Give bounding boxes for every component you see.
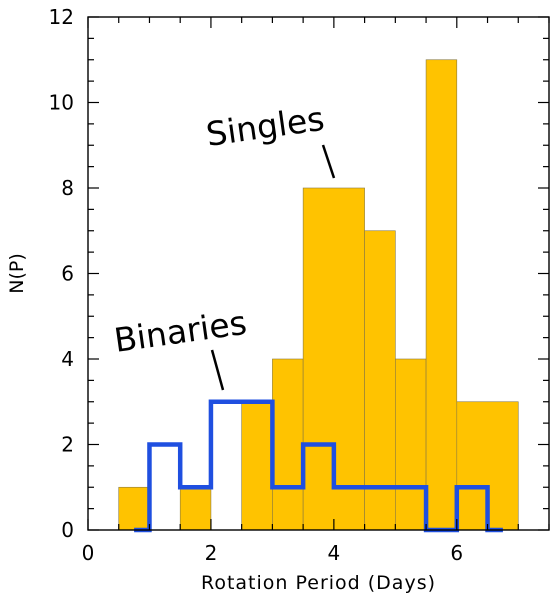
x-tick-label-3: 6 xyxy=(450,541,463,565)
y-tick-label-1: 2 xyxy=(61,433,74,457)
singles-pointer xyxy=(321,144,336,179)
x-axis-label: Rotation Period (Days) xyxy=(201,572,436,594)
singles-bar-4 xyxy=(241,401,273,531)
binaries-outline xyxy=(134,399,503,533)
y-tick-label-5: 10 xyxy=(49,91,74,115)
y-tick-label-6: 12 xyxy=(49,5,74,29)
y-tick-label-2: 4 xyxy=(61,347,74,371)
singles-bar-0 xyxy=(118,486,150,531)
axis-labels: 0 2 4 6 0 2 4 6 8 10 12 Rotation Period (Days) N(P) xyxy=(6,5,463,594)
x-tick-label-0: 0 xyxy=(82,541,95,565)
binaries-outline-layer xyxy=(134,399,503,533)
singles-bar-2 xyxy=(179,486,212,531)
singles-bars xyxy=(118,59,519,531)
singles-bar-5 xyxy=(272,358,304,531)
annotations: Singles Binaries xyxy=(112,99,336,391)
y-tick-label-4: 8 xyxy=(61,176,74,200)
y-tick-label-0: 0 xyxy=(61,518,74,542)
x-tick-label-2: 4 xyxy=(327,541,340,565)
x-tick-label-1: 2 xyxy=(205,541,218,565)
binaries-annotation: Binaries xyxy=(112,303,249,360)
y-tick-label-3: 6 xyxy=(61,262,74,286)
axis-ticks xyxy=(87,16,550,531)
singles-bar-9 xyxy=(425,59,458,531)
singles-bar-7 xyxy=(364,230,396,531)
binaries-pointer xyxy=(210,349,225,391)
y-axis-label: N(P) xyxy=(6,253,28,294)
singles-annotation: Singles xyxy=(204,99,327,154)
singles-bar-8 xyxy=(395,358,427,531)
